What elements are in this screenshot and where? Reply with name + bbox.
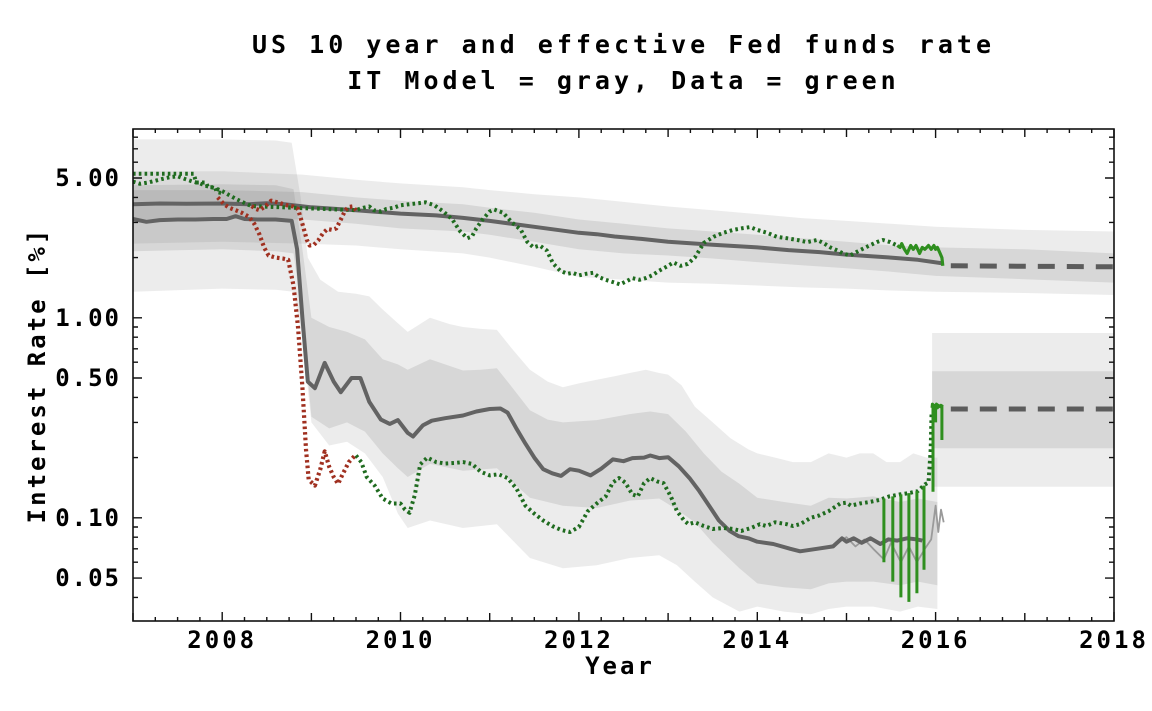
- fedfunds-model-band-inner: [133, 184, 938, 590]
- x-tick-label: 2012: [544, 626, 614, 654]
- x-tick-label: 2018: [1079, 626, 1149, 654]
- fedfunds-model-band-outer: [133, 139, 938, 615]
- x-tick-label: 2008: [187, 626, 257, 654]
- x-tick-label: 2016: [901, 626, 971, 654]
- y-tick-label: 5.00: [55, 164, 121, 192]
- y-tick-label: 1.00: [55, 304, 121, 332]
- tenyear-model-band-outer: [133, 171, 1114, 295]
- tenyear-data-red-dotted: [250, 198, 358, 248]
- fedfunds-data-green-dotted: [354, 411, 934, 534]
- tenyear-model-line: [132, 201, 944, 266]
- x-tick-label: 2010: [366, 626, 436, 654]
- x-tick-label: 2014: [722, 626, 792, 654]
- fedfunds-data-green-spikes: [882, 404, 944, 602]
- chart-subtitle: IT Model = gray, Data = green: [347, 66, 900, 95]
- fedfunds-model-line: [132, 214, 923, 554]
- axis-ticks: [132, 129, 1115, 621]
- y-tick-label: 0.05: [55, 564, 121, 592]
- chart-title: US 10 year and effective Fed funds rate: [252, 30, 995, 59]
- y-tick-label: 0.10: [55, 504, 121, 532]
- y-tick-label: 0.50: [55, 364, 121, 392]
- tenyear-data-green-solid-end: [896, 242, 945, 266]
- x-axis-label: Year: [585, 652, 655, 680]
